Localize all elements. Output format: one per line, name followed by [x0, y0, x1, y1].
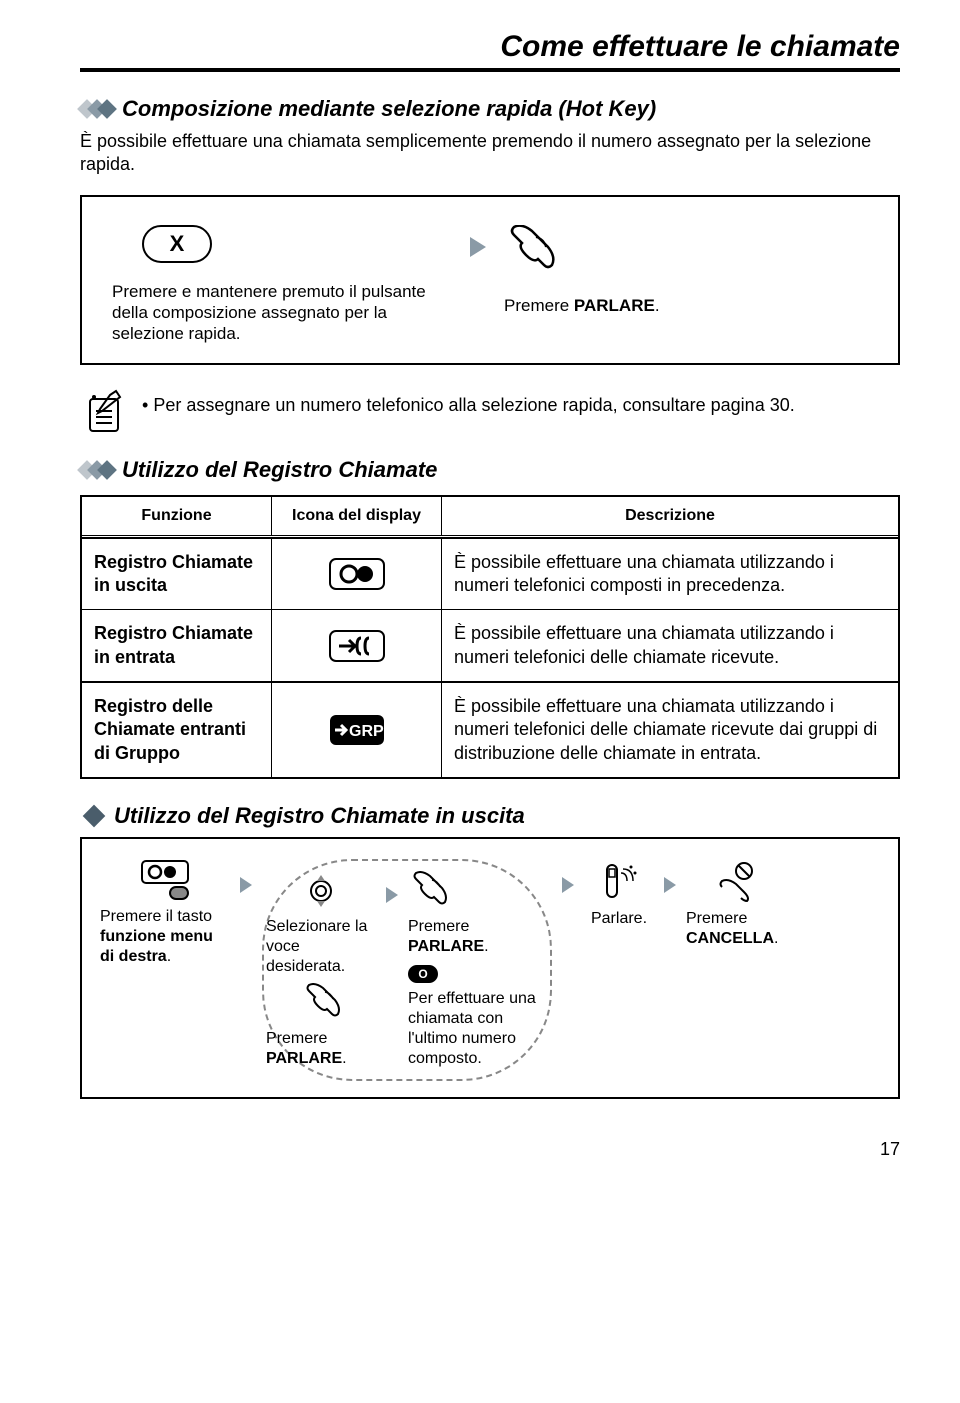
table-cell-descrizione: È possibile effettuare una chiamata util…	[442, 539, 898, 610]
last-number-caption: Per effettuare una chiamata con l'ultimo…	[408, 989, 548, 1069]
section-callreg-title: Utilizzo del Registro Chiamate	[122, 457, 437, 483]
navigation-key-icon	[301, 871, 341, 911]
arrow-icon	[664, 877, 676, 893]
table-row: Registro delle Chiamate entranti di Grup…	[82, 681, 898, 777]
step-talk: Parlare.	[584, 859, 654, 929]
press-parlare-caption: Premere PARLARE.	[266, 1029, 376, 1069]
table-cell-icona	[272, 610, 442, 681]
table-row: Registro Chiamate in entrata È possibile…	[82, 609, 898, 681]
or-badge: O	[408, 965, 438, 983]
heading-bullet-icon	[80, 460, 114, 480]
arrow-icon	[386, 887, 398, 903]
step-menu-caption: Premere il tasto funzione menu di destra…	[100, 907, 230, 967]
table-cell-icona: GRP	[272, 683, 442, 777]
section-callreg-heading: Utilizzo del Registro Chiamate	[80, 457, 900, 483]
page-number: 17	[80, 1139, 900, 1160]
step-menu-key: Premere il tasto funzione menu di destra…	[100, 859, 230, 967]
table-row: Registro Chiamate in uscita È possibile …	[82, 538, 898, 610]
page-title: Come effettuare le chiamate	[80, 30, 900, 72]
table-cell-icona	[272, 539, 442, 610]
menu-key-icon	[140, 859, 190, 901]
talk-caption: Parlare.	[591, 909, 647, 929]
arrow-icon	[470, 237, 486, 257]
x-key-icon: X	[142, 225, 212, 263]
notepad-icon	[80, 389, 128, 437]
cancel-caption: Premere CANCELLA.	[686, 909, 786, 949]
section-outgoing-heading: Utilizzo del Registro Chiamate in uscita	[80, 803, 900, 829]
call-registry-table: Funzione Icona del display Descrizione R…	[80, 495, 900, 780]
table-header-funzione: Funzione	[82, 497, 272, 535]
section-hotkey-title: Composizione mediante selezione rapida (…	[122, 96, 656, 122]
table-cell-funzione: Registro Chiamate in entrata	[82, 610, 272, 681]
step-cancel: Premere CANCELLA.	[686, 859, 786, 949]
section-hotkey-heading: Composizione mediante selezione rapida (…	[80, 96, 900, 122]
note-block: Per assegnare un numero telefonico alla …	[80, 389, 900, 437]
table-header-row: Funzione Icona del display Descrizione	[82, 497, 898, 538]
hotkey-intro: È possibile effettuare una chiamata semp…	[80, 130, 900, 177]
hotkey-step-2-text: Premere PARLARE.	[504, 295, 660, 316]
heading-bullet-icon	[80, 99, 114, 119]
press-parlare-caption: Premere PARLARE.	[408, 917, 548, 957]
group-incoming-log-icon: GRP	[329, 714, 385, 746]
alternate-steps-group: Selezionare la voce desiderata. Premere …	[262, 859, 552, 1081]
incoming-log-icon	[329, 630, 385, 662]
outgoing-log-icon	[329, 558, 385, 590]
table-cell-descrizione: È possibile effettuare una chiamata util…	[442, 610, 898, 681]
arrow-icon	[562, 877, 574, 893]
hotkey-step-1: X Premere e mantenere premuto il pulsant…	[112, 225, 452, 345]
table-cell-funzione: Registro delle Chiamate entranti di Grup…	[82, 683, 272, 777]
arrow-icon	[240, 877, 252, 893]
phone-talk-icon	[408, 871, 448, 911]
hotkey-step-1-text: Premere e mantenere premuto il pulsante …	[112, 281, 452, 345]
table-cell-funzione: Registro Chiamate in uscita	[82, 539, 272, 610]
note-text: Per assegnare un numero telefonico alla …	[142, 389, 795, 418]
handset-talk-icon	[597, 859, 641, 903]
table-cell-descrizione: È possibile effettuare una chiamata util…	[442, 683, 898, 777]
phone-talk-icon	[301, 983, 341, 1023]
phone-talk-icon	[504, 225, 556, 277]
table-header-icona: Icona del display	[272, 497, 442, 535]
svg-text:GRP: GRP	[349, 723, 384, 740]
hotkey-step-2: Premere PARLARE.	[504, 225, 660, 316]
outgoing-procedure-box: Premere il tasto funzione menu di destra…	[80, 837, 900, 1099]
section-outgoing-title: Utilizzo del Registro Chiamate in uscita	[114, 803, 525, 829]
select-caption: Selezionare la voce desiderata.	[266, 917, 376, 977]
heading-bullet-icon	[83, 805, 106, 828]
cancel-phone-icon	[714, 859, 758, 903]
hotkey-procedure-box: X Premere e mantenere premuto il pulsant…	[80, 195, 900, 365]
table-header-descrizione: Descrizione	[442, 497, 898, 535]
